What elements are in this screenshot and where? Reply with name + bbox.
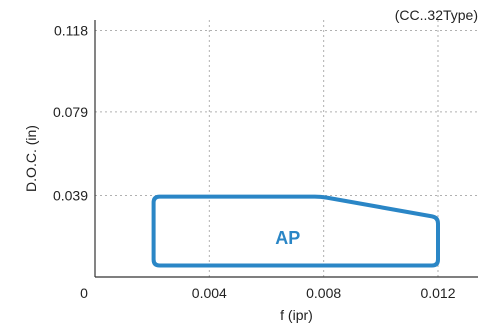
y-tick-label-0: 0.039 [53,188,88,204]
region-label-ap: AP [275,228,300,248]
x-tick-label-0: 0 [80,285,88,301]
x-tick-label-3: 0.012 [420,285,455,301]
chart-note: (CC..32Type) [395,7,478,23]
x-axis-title: f (ipr) [280,307,313,323]
y-tick-label-1: 0.079 [53,104,88,120]
y-tick-label-2: 0.118 [54,22,88,38]
y-axis-title: D.O.C. (in) [23,125,39,192]
labels: 0 0.004 0.008 0.012 0.039 0.079 0.118 AP f (ipr)… [23,7,478,323]
x-tick-label-1: 0.004 [192,285,227,301]
x-tick-label-2: 0.008 [306,285,341,301]
